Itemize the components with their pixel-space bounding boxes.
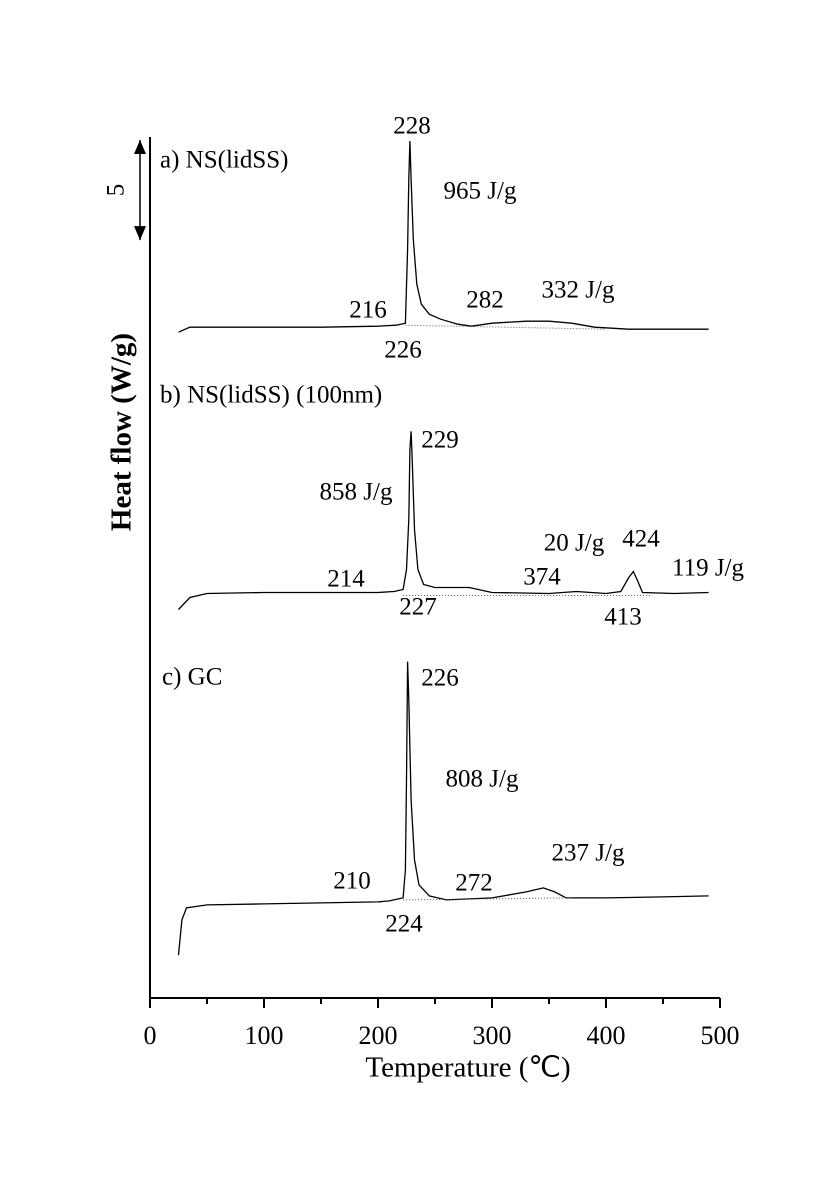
annotation: 332 J/g xyxy=(542,277,615,304)
curve-label: a) NS(lidSS) xyxy=(160,147,288,174)
annotation: 119 J/g xyxy=(672,555,744,582)
curve xyxy=(177,661,709,956)
x-tick-label: 300 xyxy=(473,1021,512,1050)
curve xyxy=(178,431,709,610)
annotation: 282 xyxy=(466,287,504,314)
annotation: 226 xyxy=(421,665,459,692)
baseline xyxy=(403,897,572,901)
curve-label: b) NS(lidSS) (100nm) xyxy=(160,382,382,409)
annotation: 216 xyxy=(349,297,387,324)
annotation: 229 xyxy=(421,427,459,454)
annotation: 20 J/g xyxy=(544,530,605,557)
x-tick-label: 400 xyxy=(587,1021,626,1050)
annotation: 965 J/g xyxy=(444,178,517,205)
x-tick-label: 0 xyxy=(144,1021,157,1050)
annotation: 226 xyxy=(384,337,422,364)
annotation: 272 xyxy=(455,870,493,897)
annotation: 237 J/g xyxy=(552,840,625,867)
annotation: 227 xyxy=(399,594,437,621)
x-axis-label: Temperature (℃) xyxy=(365,1052,570,1084)
annotation: 413 xyxy=(604,604,642,631)
annotation: 374 xyxy=(523,564,561,591)
scale-label: 5 xyxy=(103,184,130,197)
x-tick-label: 100 xyxy=(245,1021,284,1050)
annotation: 808 J/g xyxy=(446,766,519,793)
curve-label: c) GC xyxy=(162,664,222,691)
x-tick-label: 200 xyxy=(359,1021,398,1050)
baseline xyxy=(405,324,607,330)
curve xyxy=(178,140,709,333)
annotation: 210 xyxy=(333,868,371,895)
y-axis-label: Heat flow (W/g) xyxy=(106,333,138,531)
annotation: 228 xyxy=(393,113,431,140)
annotation: 424 xyxy=(622,526,660,553)
annotation: 214 xyxy=(327,566,365,593)
annotation: 858 J/g xyxy=(320,479,393,506)
annotation: 224 xyxy=(385,911,423,938)
x-tick-label: 500 xyxy=(701,1021,740,1050)
